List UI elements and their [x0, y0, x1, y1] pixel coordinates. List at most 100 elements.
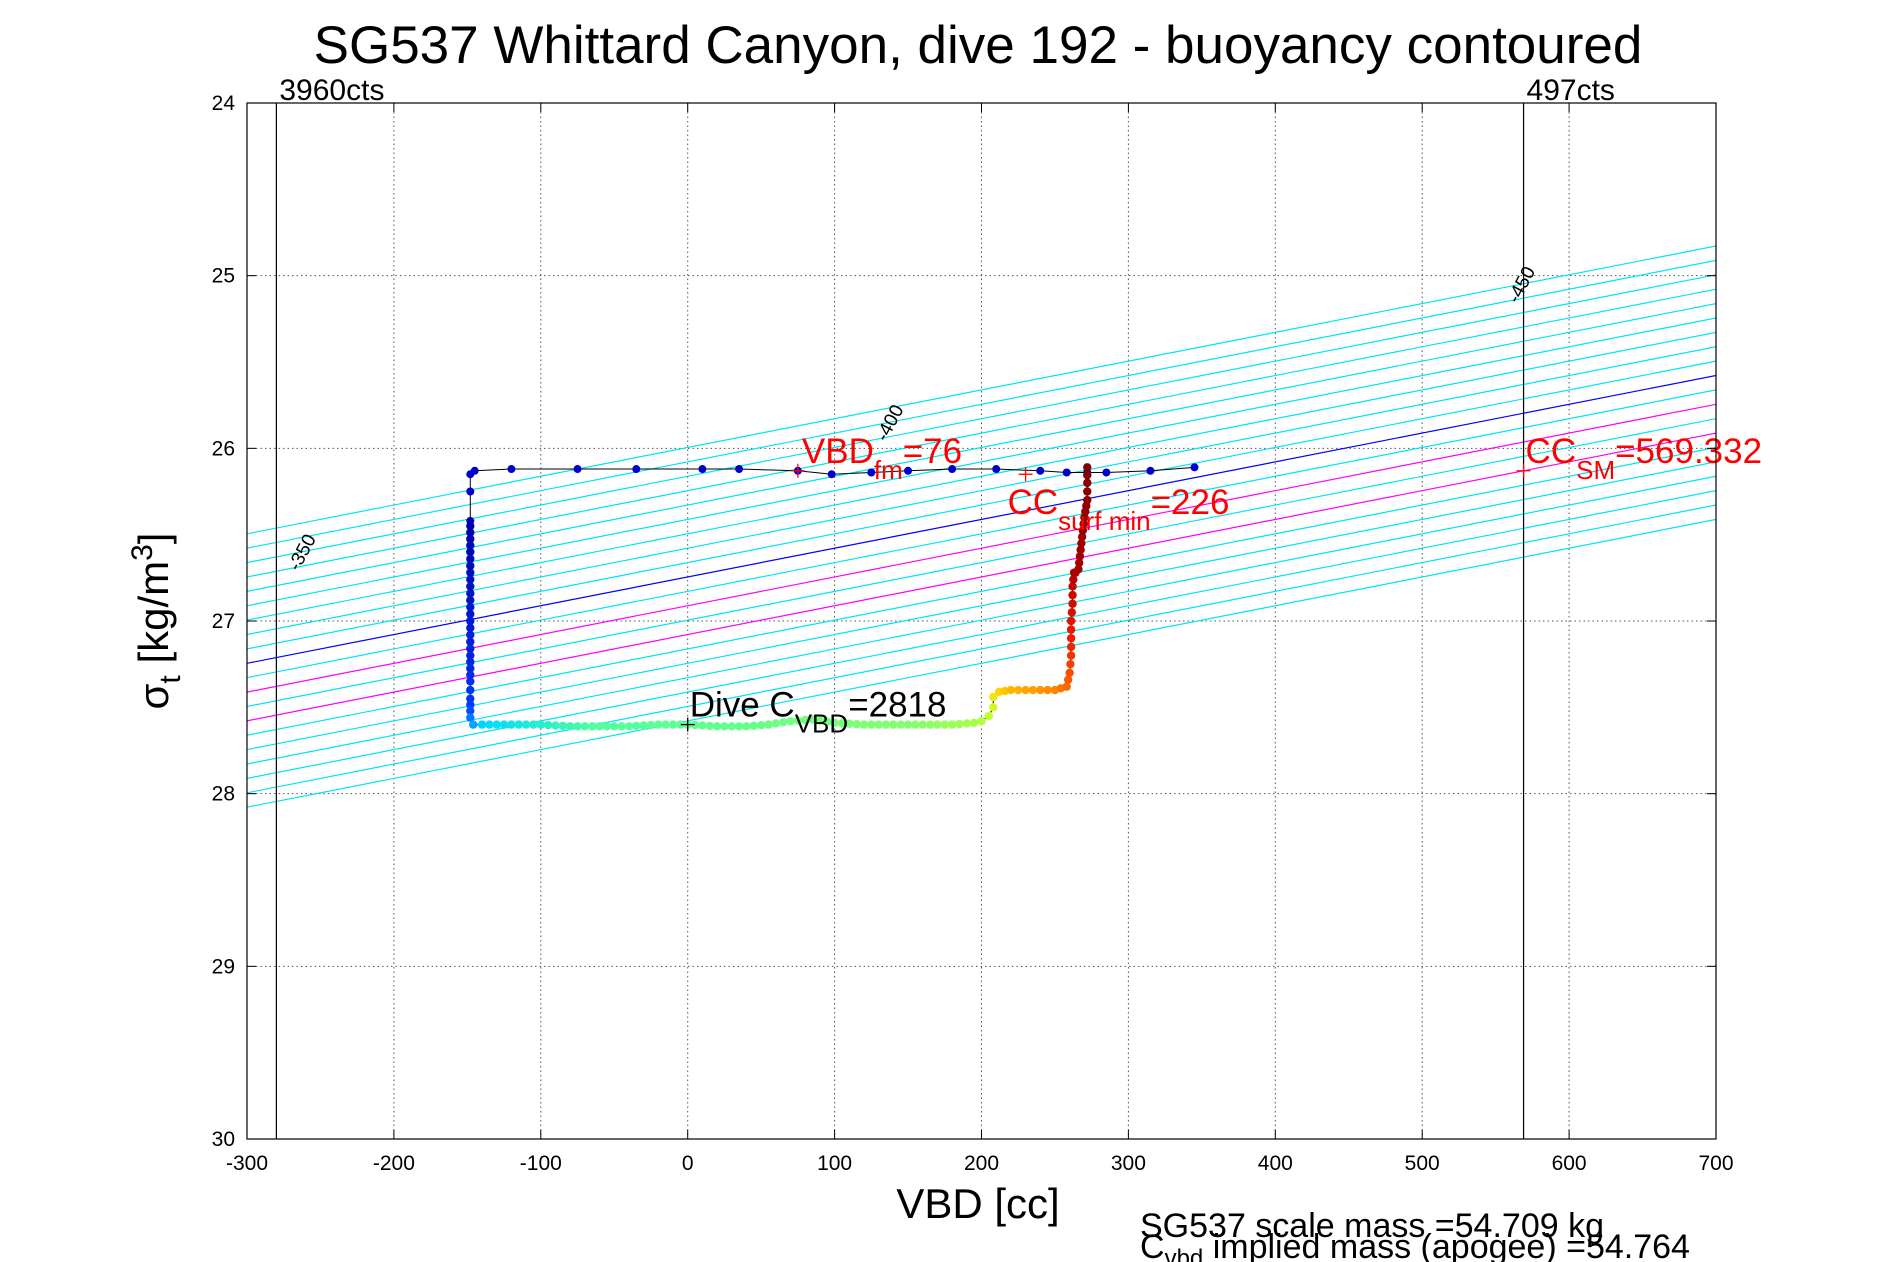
ascent-point	[940, 720, 949, 729]
ascent-point	[720, 722, 729, 731]
x-tick-label: 400	[1258, 1152, 1293, 1175]
ascent-point	[1075, 552, 1085, 561]
ascent-point	[1066, 616, 1076, 626]
y-axis-label: σt [kg/m3]	[126, 533, 187, 710]
footer-implied-mass-sub: vbd	[1165, 1245, 1204, 1262]
ascent-point	[521, 720, 531, 729]
ascent-point	[786, 716, 795, 726]
ascent-point	[466, 670, 475, 680]
ascent-point	[845, 719, 854, 728]
ascent-point	[911, 720, 920, 729]
ascent-point	[466, 554, 475, 564]
y-tick-label: 27	[212, 610, 235, 633]
ascent-point	[632, 721, 641, 731]
ascent-point	[933, 720, 942, 729]
ascent-point	[1028, 685, 1038, 695]
ascent-point	[466, 589, 475, 598]
annotation-label: Dive CVBD=2818	[690, 686, 947, 739]
descent-point	[827, 470, 836, 479]
ascent-point	[469, 720, 478, 729]
ascent-point	[595, 722, 604, 731]
ascent-point	[1083, 478, 1092, 488]
footer: SG537 scale mass =54.709 kg Cvbd implied…	[1140, 1207, 1690, 1262]
ascent-point	[749, 721, 759, 730]
chart-title: SG537 Whittard Canyon, dive 192 - buoyan…	[314, 16, 1643, 75]
ascent-point	[466, 609, 475, 619]
ascent-point	[543, 720, 553, 730]
x-tick-label: 100	[817, 1152, 852, 1175]
annotation-label-value: =76	[903, 432, 962, 471]
grid	[247, 103, 1716, 1139]
y-axis-label-sup: 3	[126, 544, 159, 561]
ascent-point	[705, 721, 714, 731]
contour-line	[247, 461, 1716, 751]
contour-label: -450	[1504, 263, 1540, 306]
ascent-point	[1066, 625, 1076, 634]
ascent-point	[499, 720, 509, 729]
contour-line	[247, 475, 1716, 765]
y-axis-ticks: 24 25 26 27 28 29 30	[212, 92, 1716, 1151]
y-tick-label: 25	[212, 265, 235, 288]
annotation-label: CCsurf min=226	[1008, 483, 1230, 536]
ascent-point	[466, 596, 475, 605]
contour-line	[247, 346, 1716, 636]
ascent-point	[690, 720, 700, 730]
annotation-label-value: =569.332	[1615, 432, 1762, 471]
descent-point	[992, 465, 1001, 474]
ascent-point	[1066, 659, 1075, 669]
ascent-point	[989, 703, 998, 712]
ascent-point	[815, 716, 825, 725]
ascent-point	[1068, 599, 1077, 608]
ascent-point	[955, 719, 964, 729]
ascent-point	[771, 719, 781, 728]
footer-scale-mass: SG537 scale mass =54.709 kg	[1140, 1207, 1604, 1245]
ascent-point	[466, 664, 475, 673]
ascent-point	[536, 720, 545, 729]
ascent-point	[852, 719, 861, 729]
ascent-point	[514, 720, 523, 729]
ascent-point	[466, 582, 475, 591]
ascent-point	[962, 719, 972, 728]
ascent-point	[676, 720, 685, 729]
ascent-point	[903, 720, 913, 729]
contour-line	[247, 360, 1716, 650]
contour-line	[247, 389, 1716, 679]
ascent-point	[551, 721, 560, 730]
descent-point	[1190, 463, 1199, 472]
vbd-limit-label: 497cts	[1527, 74, 1615, 107]
annotation-label-sub: VBD	[795, 709, 848, 739]
ascent-point	[1083, 495, 1092, 505]
descent-point	[466, 470, 475, 479]
ascent-point	[1078, 526, 1088, 535]
ascent-point	[778, 718, 788, 727]
contour-line	[247, 374, 1716, 664]
ascent-point	[764, 720, 773, 729]
ascent-point	[466, 644, 475, 653]
ascent-point	[918, 720, 927, 729]
annotation-label-main: Dive C	[690, 686, 795, 725]
ascent-point	[639, 721, 648, 730]
contour-line	[247, 403, 1716, 693]
ascent-point	[617, 722, 626, 731]
ascent-point	[1069, 575, 1078, 584]
y-axis-label-sub: t	[154, 675, 187, 684]
ascent-point	[1076, 545, 1085, 554]
ascent-point	[466, 630, 475, 640]
descent-point	[735, 465, 744, 474]
ascent-point	[830, 718, 839, 728]
ascent-point	[558, 721, 568, 731]
ascent-point	[565, 722, 575, 731]
annotation-label: CCSM=569.332	[1526, 432, 1763, 485]
ascent-point	[485, 720, 494, 729]
ascent-point	[698, 721, 707, 730]
ascent-point	[793, 716, 803, 725]
y-axis-label-main: σ	[130, 683, 177, 709]
descent-point	[1102, 468, 1111, 477]
ascent-point	[661, 720, 670, 729]
footer-implied-mass-rest: implied mass (apogee) =54.764	[1203, 1228, 1690, 1262]
ascent-point	[1068, 590, 1077, 600]
descent-point	[1062, 468, 1071, 477]
contour-line	[247, 490, 1716, 780]
ascent-point	[1006, 685, 1016, 695]
y-axis-label-rest: [kg/m	[130, 561, 177, 675]
